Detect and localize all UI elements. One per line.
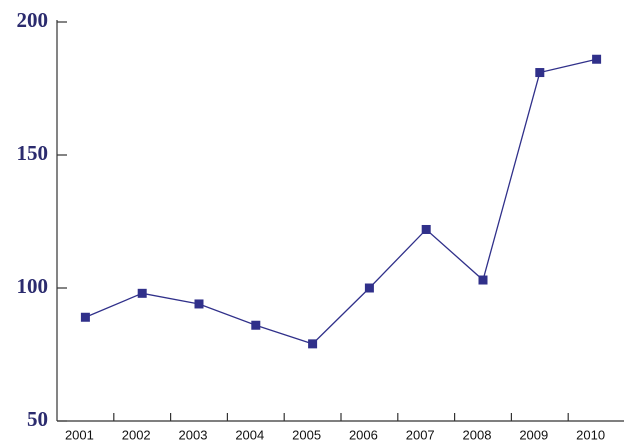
- x-tick-label: 2004: [235, 427, 264, 442]
- y-tick-label: 100: [17, 274, 49, 298]
- marker: [592, 54, 602, 64]
- marker: [308, 339, 318, 349]
- y-tick-label: 150: [17, 141, 49, 165]
- marker: [137, 288, 147, 298]
- x-tick-label: 2009: [519, 427, 548, 442]
- x-tick-label: 2003: [179, 427, 208, 442]
- x-tick-label: 2001: [65, 427, 94, 442]
- x-tick-label: 2010: [576, 427, 605, 442]
- x-tick-label: 2008: [463, 427, 492, 442]
- x-tick-label: 2005: [292, 427, 321, 442]
- marker: [251, 320, 261, 330]
- marker: [364, 283, 374, 293]
- marker: [80, 312, 90, 322]
- marker: [478, 275, 488, 285]
- y-tick-label: 50: [27, 407, 48, 431]
- marker: [194, 299, 204, 309]
- marker: [535, 68, 545, 78]
- y-tick-label: 200: [17, 8, 49, 32]
- x-tick-label: 2007: [406, 427, 435, 442]
- x-tick-label: 2006: [349, 427, 378, 442]
- x-tick-label: 2002: [122, 427, 151, 442]
- line: [85, 58, 597, 345]
- marker: [421, 224, 431, 234]
